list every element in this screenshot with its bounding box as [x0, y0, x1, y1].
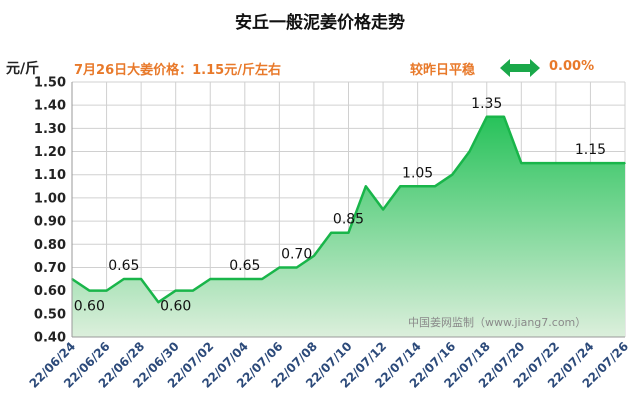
data-point	[382, 208, 384, 211]
watermark: 中国姜网监制（www.jiang7.com）	[408, 316, 587, 329]
area-series	[71, 115, 626, 337]
data-point	[226, 278, 229, 280]
data-point	[434, 185, 436, 188]
data-point	[192, 289, 194, 292]
data-point	[485, 115, 488, 118]
data-label: 0.60	[74, 299, 105, 315]
price-note: 7月26日大姜价格：1.15元/斤左右	[74, 63, 281, 78]
y-tick-label: 0.80	[34, 238, 66, 253]
y-tick-label: 0.40	[34, 331, 66, 346]
data-point	[313, 255, 315, 257]
data-point	[606, 162, 609, 164]
data-label: 0.65	[108, 258, 139, 274]
data-point	[330, 231, 333, 234]
data-point	[140, 278, 142, 280]
y-tick-label: 0.90	[34, 215, 66, 230]
data-point	[537, 162, 540, 164]
data-point	[157, 301, 160, 304]
data-label: 0.65	[229, 258, 260, 274]
data-label: 0.60	[160, 299, 191, 315]
y-unit-label: 元/斤	[6, 61, 40, 77]
data-point	[278, 266, 281, 269]
chart-title: 安丘一般泥姜价格走势	[235, 13, 405, 33]
y-tick-label: 1.50	[34, 76, 66, 91]
y-tick-label: 0.70	[34, 261, 66, 276]
compare-label: 较昨日平稳	[410, 63, 476, 78]
y-tick-label: 1.20	[34, 145, 66, 160]
data-point	[416, 185, 419, 188]
area-fill	[72, 116, 625, 337]
data-point	[468, 150, 471, 153]
double-arrow-icon	[500, 59, 540, 77]
data-label: 0.85	[333, 212, 364, 228]
data-point	[174, 289, 177, 292]
data-point	[105, 289, 108, 292]
y-tick-label: 1.10	[34, 168, 66, 183]
y-tick-label: 1.00	[34, 191, 66, 206]
y-tick-label: 0.60	[34, 284, 66, 299]
data-point	[451, 173, 453, 176]
data-point	[364, 185, 367, 188]
data-point	[589, 162, 592, 164]
y-tick-label: 1.40	[34, 99, 66, 114]
y-tick-label: 0.50	[34, 307, 66, 322]
compare-value: 0.00%	[549, 59, 595, 74]
data-label: 1.15	[575, 142, 606, 158]
data-point	[503, 115, 505, 118]
y-tick-label: 1.30	[34, 122, 66, 137]
data-point	[624, 162, 626, 164]
data-label: 0.70	[281, 246, 312, 262]
data-point	[261, 278, 263, 280]
data-point	[520, 162, 523, 164]
data-point	[347, 231, 350, 234]
data-point	[572, 162, 574, 164]
data-point	[295, 266, 298, 269]
data-point	[399, 185, 402, 188]
data-label: 1.05	[402, 165, 433, 181]
data-label: 1.35	[471, 96, 502, 112]
data-labels: 0.60 0.65 0.60 0.65 0.70 0.85 1.05 1.35 1.15	[74, 96, 606, 315]
data-point	[88, 289, 91, 292]
data-point	[209, 278, 212, 280]
data-point	[244, 278, 246, 280]
data-point	[123, 278, 125, 280]
data-point	[555, 162, 557, 164]
